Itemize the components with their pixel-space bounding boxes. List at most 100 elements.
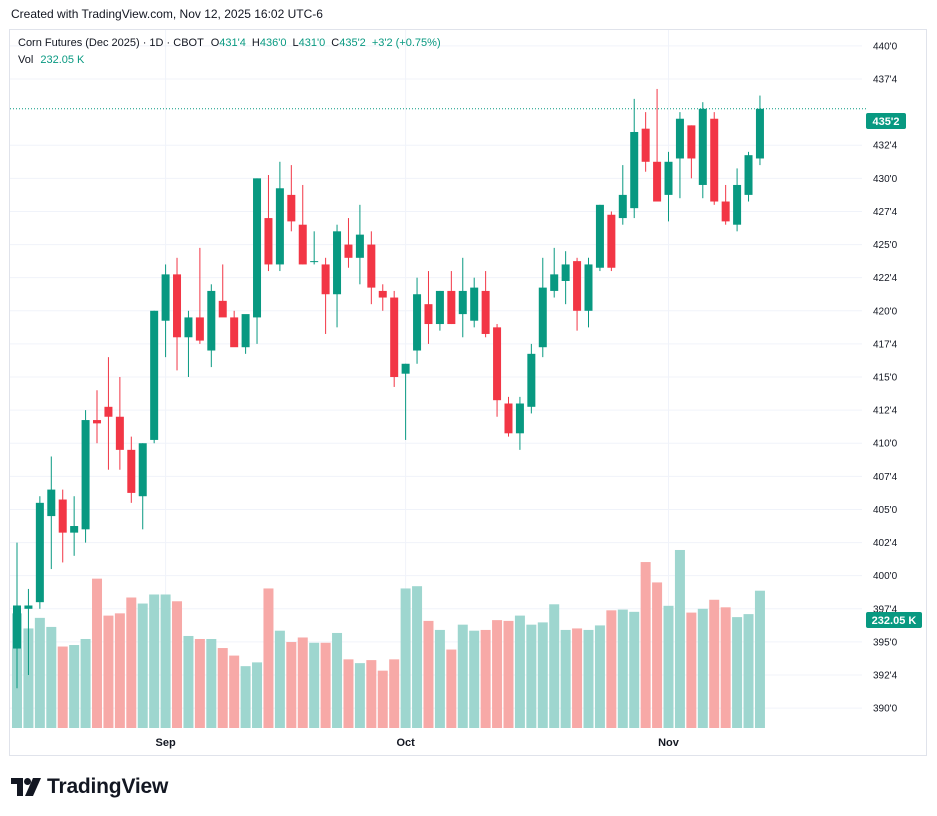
candle-body: [150, 310, 159, 440]
candle-body: [675, 118, 684, 159]
price-series: [13, 88, 764, 689]
volume-bar: [709, 599, 720, 728]
volume-bar: [69, 645, 80, 728]
volume-bar: [412, 586, 423, 728]
candle-body: [435, 290, 444, 325]
volume-bar: [640, 562, 651, 728]
price-tick-label: 417'4: [873, 339, 898, 350]
candle-body: [481, 290, 490, 334]
volume-bar: [537, 622, 548, 728]
price-axis[interactable]: 440'0 437'4 432'4 430'0 427'4 425'0 422'4 420'0…: [873, 41, 898, 714]
price-tick-label: 405'0: [873, 505, 898, 516]
chart-legend: Corn Futures (Dec 2025) · 1D · CBOT O431…: [18, 35, 441, 69]
candle-body: [413, 294, 422, 351]
candle-body: [264, 218, 273, 265]
candle-body: [230, 317, 239, 348]
candle-body: [47, 489, 56, 517]
volume-bar: [160, 594, 171, 728]
candle-body: [173, 274, 182, 338]
price-tick-label: 437'4: [873, 75, 898, 86]
candle-body: [573, 261, 582, 311]
candle-body: [664, 161, 673, 195]
legend-ohlc-row: Corn Futures (Dec 2025) · 1D · CBOT O431…: [18, 35, 441, 52]
candle-body: [241, 314, 250, 348]
axis-badges: 435'2 232.05 K: [866, 113, 922, 628]
volume-badge: 232.05 K: [872, 615, 917, 627]
candle-body: [138, 443, 147, 497]
price-tick-label: 440'0: [873, 41, 898, 52]
volume-bar: [629, 611, 640, 728]
price-badge: 435'2: [872, 116, 899, 128]
volume-bar: [343, 659, 354, 728]
candle-body: [390, 297, 399, 378]
candle-body: [607, 214, 616, 268]
volume-bar: [674, 549, 685, 728]
candle-body: [93, 420, 102, 424]
volume-bar: [697, 608, 708, 728]
candle-body: [355, 234, 364, 258]
legend-close-value: 435'2: [339, 37, 366, 49]
volume-bar: [480, 629, 491, 728]
candle-body: [310, 261, 319, 263]
candle-body: [401, 363, 410, 374]
volume-bar: [434, 629, 445, 728]
candle-body: [721, 201, 730, 222]
candle-body: [367, 244, 376, 288]
volume-bar: [720, 607, 731, 728]
volume-bar: [389, 659, 400, 728]
volume-bar: [583, 629, 594, 728]
candle-body: [733, 184, 742, 225]
candle-body: [504, 403, 513, 434]
candle-body: [378, 290, 387, 298]
volume-bar: [446, 649, 457, 728]
volume-bar: [732, 617, 743, 728]
volume-bar: [457, 624, 468, 728]
time-axis[interactable]: Sep Oct Nov: [155, 737, 679, 749]
created-with-text: Created with TradingView.com, Nov 12, 20…: [11, 7, 323, 21]
candle-body: [13, 605, 21, 649]
volume-bar: [652, 582, 663, 728]
candle-body: [561, 264, 570, 281]
price-tick-label: 415'0: [873, 373, 898, 384]
tradingview-logo[interactable]: TradingView: [11, 774, 168, 800]
candle-body: [458, 290, 467, 315]
price-tick-label: 430'0: [873, 174, 898, 185]
legend-low-value: 431'0: [298, 37, 326, 49]
volume-series: [12, 549, 765, 728]
price-tick-label: 392'4: [873, 671, 898, 682]
volume-bar: [217, 648, 228, 728]
volume-bar: [743, 614, 754, 728]
candle-body: [710, 118, 719, 202]
candle-body: [493, 327, 502, 401]
price-tick-label: 390'0: [873, 704, 898, 715]
legend-close-label: C: [331, 37, 340, 49]
candle-body: [538, 287, 547, 348]
volume-bar: [263, 588, 274, 728]
candle-body: [527, 353, 536, 407]
price-tick-label: 432'4: [873, 141, 898, 152]
legend-symbol[interactable]: Corn Futures (Dec 2025) · 1D · CBOT: [18, 37, 204, 49]
legend-change: +3'2 (+0.75%): [371, 37, 441, 49]
legend-vol-label[interactable]: Vol: [18, 54, 34, 66]
candle-body: [698, 108, 707, 185]
volume-bar: [206, 638, 217, 728]
volume-bar: [320, 642, 331, 728]
legend-low-label: L: [292, 37, 299, 49]
volume-bar: [92, 578, 103, 728]
candle-body: [515, 403, 524, 434]
candle-body: [755, 108, 764, 159]
volume-bar: [354, 663, 365, 728]
volume-bar: [103, 615, 114, 728]
time-tick-label: Nov: [658, 737, 680, 749]
volume-bar: [114, 613, 125, 728]
candle-body: [275, 188, 284, 265]
candle-body: [641, 128, 650, 162]
volume-badge-bg: [866, 612, 922, 628]
volume-bar: [46, 626, 57, 728]
volume-bar: [126, 597, 137, 728]
candle-body: [70, 526, 79, 533]
candle-body: [470, 287, 479, 321]
volume-bar: [423, 620, 434, 728]
candle-body: [618, 194, 627, 219]
